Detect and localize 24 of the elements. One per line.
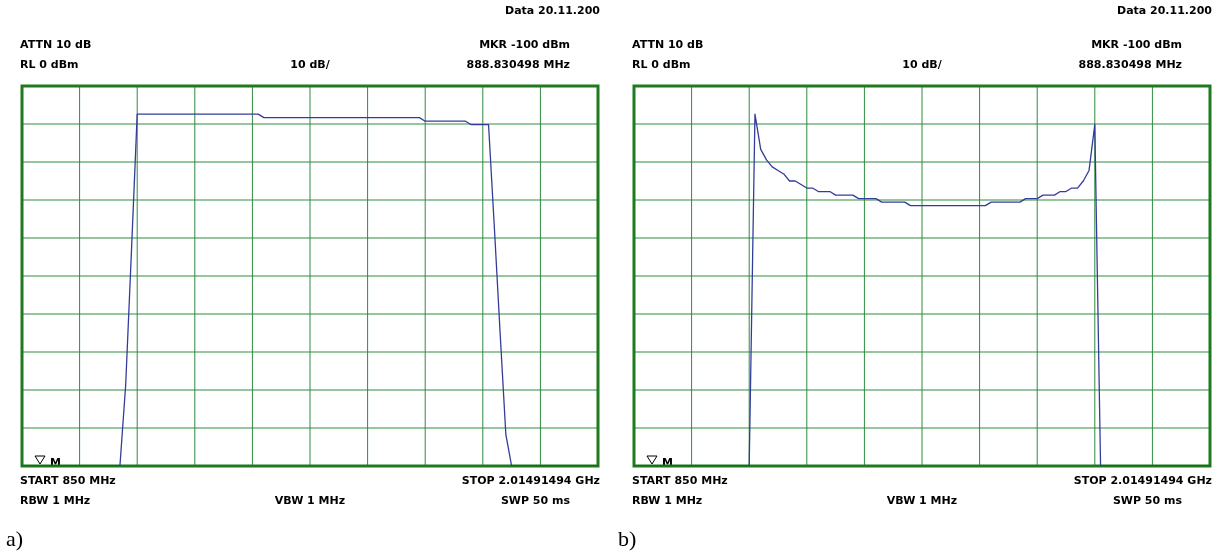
text: VBW 1 MHz [886, 494, 958, 507]
text: Data 20.11.200 [505, 4, 600, 17]
text: a) [6, 526, 24, 552]
text: b) [618, 526, 637, 552]
text: RL 0 dBm [20, 58, 79, 71]
text: 10 dB/ [290, 58, 330, 71]
text: RL 0 dBm [632, 58, 691, 71]
text: RBW 1 MHz [632, 494, 703, 507]
text: VBW 1 MHz [274, 494, 346, 507]
text: STOP 2.01491494 GHz [461, 474, 600, 487]
text: MKR -100 dBm [1091, 38, 1182, 51]
text: Data 20.11.200 [1117, 4, 1212, 17]
text: ATTN 10 dB [20, 38, 92, 51]
text: MKR -100 dBm [479, 38, 570, 51]
text: SWP 50 ms [500, 494, 570, 507]
text: ATTN 10 dB [632, 38, 704, 51]
text: 10 dB/ [902, 58, 942, 71]
text: START 850 MHz [632, 474, 728, 487]
text: RBW 1 MHz [20, 494, 91, 507]
text: START 850 MHz [20, 474, 116, 487]
text: 888.830498 MHz [1078, 58, 1182, 71]
text: 888.830498 MHz [466, 58, 570, 71]
text: STOP 2.01491494 GHz [1073, 474, 1212, 487]
text: SWP 50 ms [1112, 494, 1182, 507]
